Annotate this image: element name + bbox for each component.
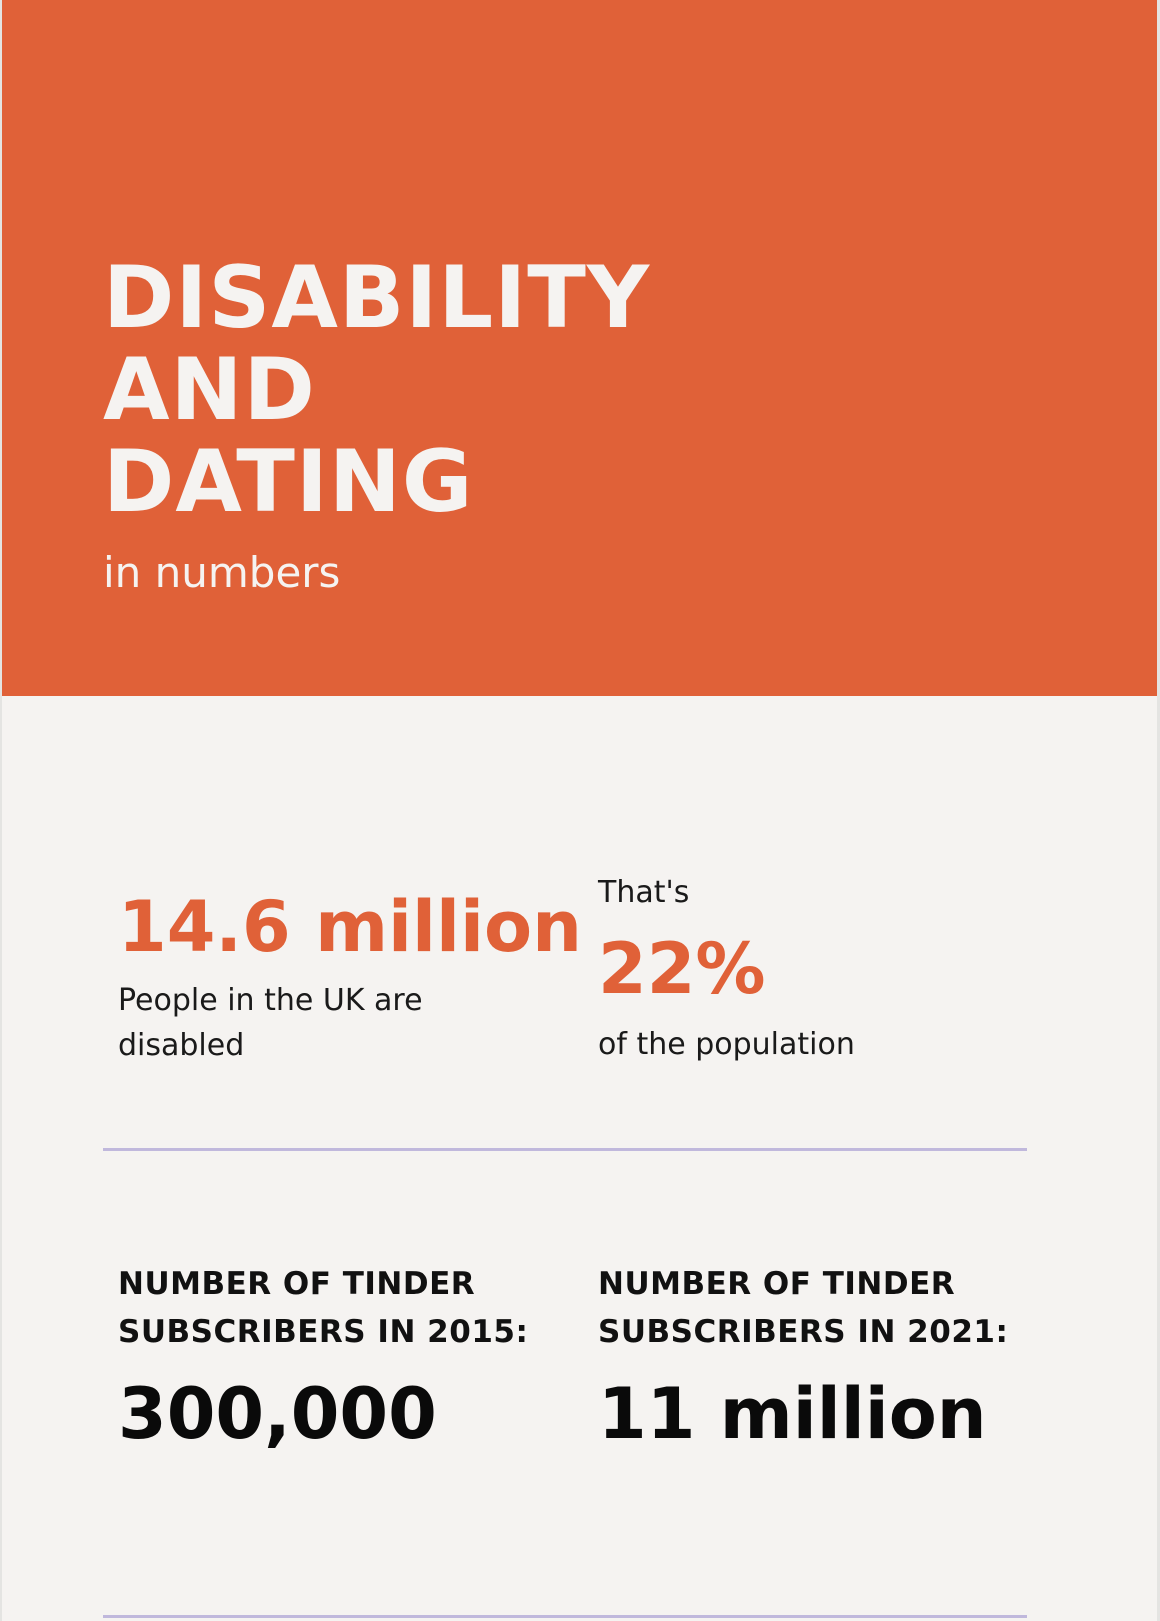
stat-description-disabled: People in the UK are disabled bbox=[118, 978, 498, 1068]
bottom-divider bbox=[103, 1615, 1027, 1618]
stat-description-percentage: of the population bbox=[598, 1022, 855, 1067]
stat-label-line-1: NUMBER OF TINDER bbox=[598, 1260, 1008, 1308]
infographic-page: DISABILITY AND DATING in numbers 14.6 mi… bbox=[2, 0, 1157, 1621]
stat-prefix-percentage: That's bbox=[598, 870, 689, 915]
stat-value-disabled: 14.6 million bbox=[118, 888, 582, 966]
stat-tinder-2015: NUMBER OF TINDER SUBSCRIBERS IN 2015: bbox=[118, 1260, 528, 1356]
title-line-1: DISABILITY bbox=[103, 252, 650, 344]
header-banner: DISABILITY AND DATING in numbers bbox=[2, 0, 1157, 696]
stat-value-tinder-2021: 11 million bbox=[598, 1374, 987, 1454]
stat-value-percentage: 22% bbox=[598, 930, 766, 1008]
stat-disabled-people: 14.6 million bbox=[118, 888, 582, 966]
title-line-2: AND bbox=[103, 344, 650, 436]
stat-percentage: 22% bbox=[598, 930, 766, 1008]
stat-label-line-1: NUMBER OF TINDER bbox=[118, 1260, 528, 1308]
stat-tinder-2021: NUMBER OF TINDER SUBSCRIBERS IN 2021: bbox=[598, 1260, 1008, 1356]
section-divider bbox=[103, 1148, 1027, 1151]
title-line-3: DATING bbox=[103, 436, 650, 528]
stat-label-line-2: SUBSCRIBERS IN 2021: bbox=[598, 1308, 1008, 1356]
stat-label-line-2: SUBSCRIBERS IN 2015: bbox=[118, 1308, 528, 1356]
stat-value-tinder-2015: 300,000 bbox=[118, 1374, 437, 1454]
page-title: DISABILITY AND DATING bbox=[103, 252, 650, 528]
page-subtitle: in numbers bbox=[103, 548, 340, 598]
